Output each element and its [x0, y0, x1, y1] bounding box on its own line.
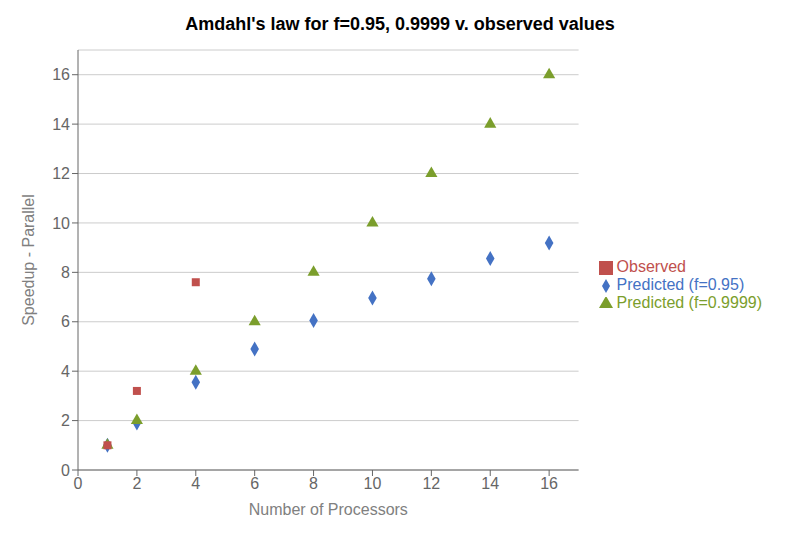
svg-text:8: 8: [309, 475, 318, 492]
svg-text:4: 4: [191, 475, 200, 492]
svg-text:0: 0: [74, 475, 83, 492]
svg-text:10: 10: [52, 215, 70, 232]
svg-text:2: 2: [132, 475, 141, 492]
svg-text:16: 16: [540, 475, 558, 492]
html-text:Observed: Observed: [616, 258, 686, 275]
html-text:Predicted (f=0.95): Predicted (f=0.95): [616, 276, 745, 293]
svg-text:8: 8: [61, 264, 70, 281]
svg-text:6: 6: [250, 475, 259, 492]
svg-text:14: 14: [481, 475, 499, 492]
svg-text:12: 12: [422, 475, 440, 492]
svg-text:14: 14: [52, 116, 70, 133]
html-text:Predicted (f=0.9999): Predicted (f=0.9999): [616, 294, 762, 311]
html-text:Amdahl's law for f=0.95, 0.999: Amdahl's law for f=0.95, 0.9999 v. obser…: [185, 14, 615, 34]
svg-text:2: 2: [61, 412, 70, 429]
svg-text:0: 0: [61, 462, 70, 479]
svg-text:Number of Processors: Number of Processors: [249, 501, 408, 518]
svg-text:4: 4: [61, 363, 70, 380]
svg-text:Speedup - Parallel: Speedup - Parallel: [20, 194, 37, 326]
svg-text:10: 10: [364, 475, 382, 492]
svg-text:16: 16: [52, 66, 70, 83]
svg-text:6: 6: [61, 313, 70, 330]
svg-text:12: 12: [52, 165, 70, 182]
